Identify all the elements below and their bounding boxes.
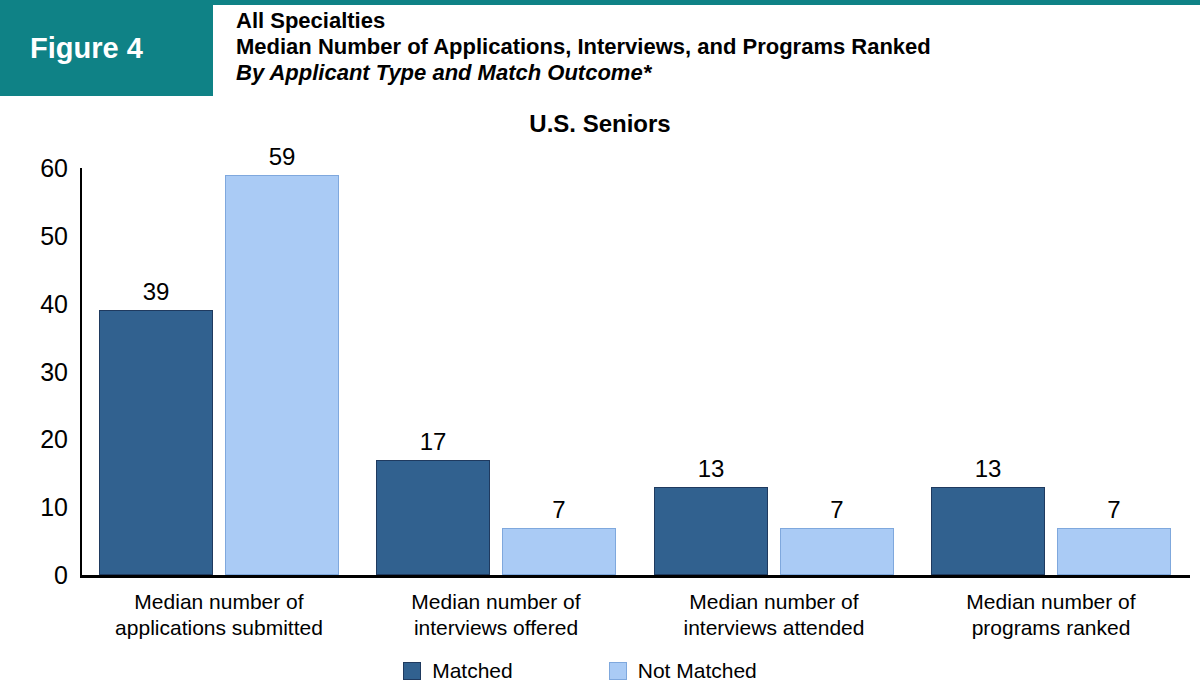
bar-value-label: 39 (89, 278, 223, 306)
bar-matched-group4 (931, 487, 1045, 575)
bar-matched-group2 (376, 460, 490, 575)
legend-item-matched: Matched (403, 659, 513, 683)
figure-number-box: Figure 4 (0, 0, 213, 96)
y-tick-label-0: 0 (0, 562, 68, 588)
figure-page: Figure 4 All Specialties Median Number o… (0, 0, 1200, 698)
legend-swatch-icon (403, 662, 421, 680)
legend-label: Matched (432, 659, 513, 683)
bar-value-label: 13 (921, 455, 1055, 483)
figure-title-line2: Median Number of Applications, Interview… (236, 34, 931, 60)
legend-swatch-icon (609, 662, 627, 680)
legend-item-not-matched: Not Matched (609, 659, 757, 683)
bar-value-label: 7 (1047, 496, 1181, 524)
y-tick-label-40: 40 (0, 291, 68, 317)
category-label-group2: Median number of interviews offered (346, 589, 646, 641)
bar-value-label: 13 (644, 455, 778, 483)
category-label-group1: Median number of applications submitted (69, 589, 369, 641)
figure-title-line1: All Specialties (236, 8, 931, 34)
bar-not-matched-group3 (780, 528, 894, 575)
figure-title-block: All Specialties Median Number of Applica… (236, 8, 931, 86)
bar-value-label: 7 (770, 496, 904, 524)
bar-value-label: 17 (366, 428, 500, 456)
y-tick-label-10: 10 (0, 494, 68, 520)
bar-matched-group3 (654, 487, 768, 575)
category-label-group3: Median number of interviews attended (624, 589, 924, 641)
y-tick-label-50: 50 (0, 223, 68, 249)
y-tick-label-20: 20 (0, 426, 68, 452)
y-axis-line (80, 168, 82, 578)
legend-label: Not Matched (638, 659, 757, 683)
figure-number-label: Figure 4 (30, 32, 143, 65)
y-tick-label-60: 60 (0, 155, 68, 181)
x-axis-line (80, 575, 1190, 578)
bar-not-matched-group1 (225, 175, 339, 575)
bar-not-matched-group2 (502, 528, 616, 575)
bar-not-matched-group4 (1057, 528, 1171, 575)
bar-value-label: 7 (492, 496, 626, 524)
y-tick-label-30: 30 (0, 359, 68, 385)
bar-value-label: 59 (215, 143, 349, 171)
figure-title-line3: By Applicant Type and Match Outcome* (236, 60, 931, 86)
chart-legend: Matched Not Matched (0, 659, 1160, 683)
category-label-group4: Median number of programs ranked (901, 589, 1200, 641)
chart-title: U.S. Seniors (0, 110, 1200, 138)
bar-matched-group1 (99, 310, 213, 575)
